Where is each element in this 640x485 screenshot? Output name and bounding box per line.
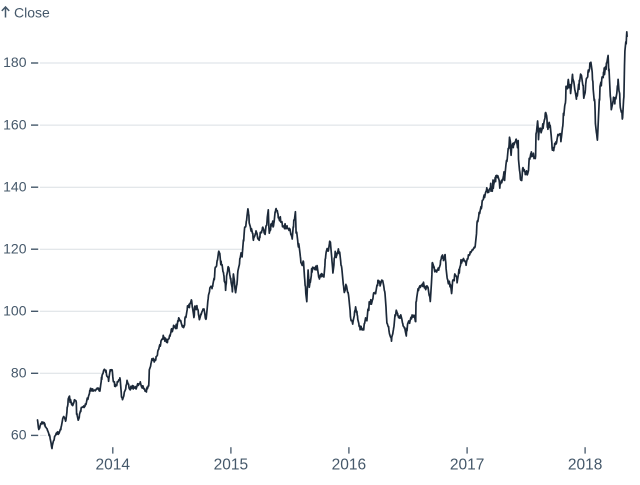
svg-text:Close: Close — [14, 5, 50, 21]
svg-text:2017: 2017 — [450, 456, 484, 473]
svg-text:80: 80 — [11, 365, 27, 381]
svg-text:180: 180 — [3, 54, 27, 70]
svg-text:120: 120 — [3, 240, 27, 256]
svg-text:2016: 2016 — [332, 456, 366, 473]
svg-text:2014: 2014 — [96, 456, 131, 473]
svg-text:2015: 2015 — [214, 456, 248, 473]
svg-text:100: 100 — [3, 303, 27, 319]
svg-text:60: 60 — [11, 427, 27, 443]
svg-text:2018: 2018 — [568, 456, 602, 473]
svg-text:140: 140 — [3, 178, 27, 194]
svg-text:160: 160 — [3, 116, 27, 132]
